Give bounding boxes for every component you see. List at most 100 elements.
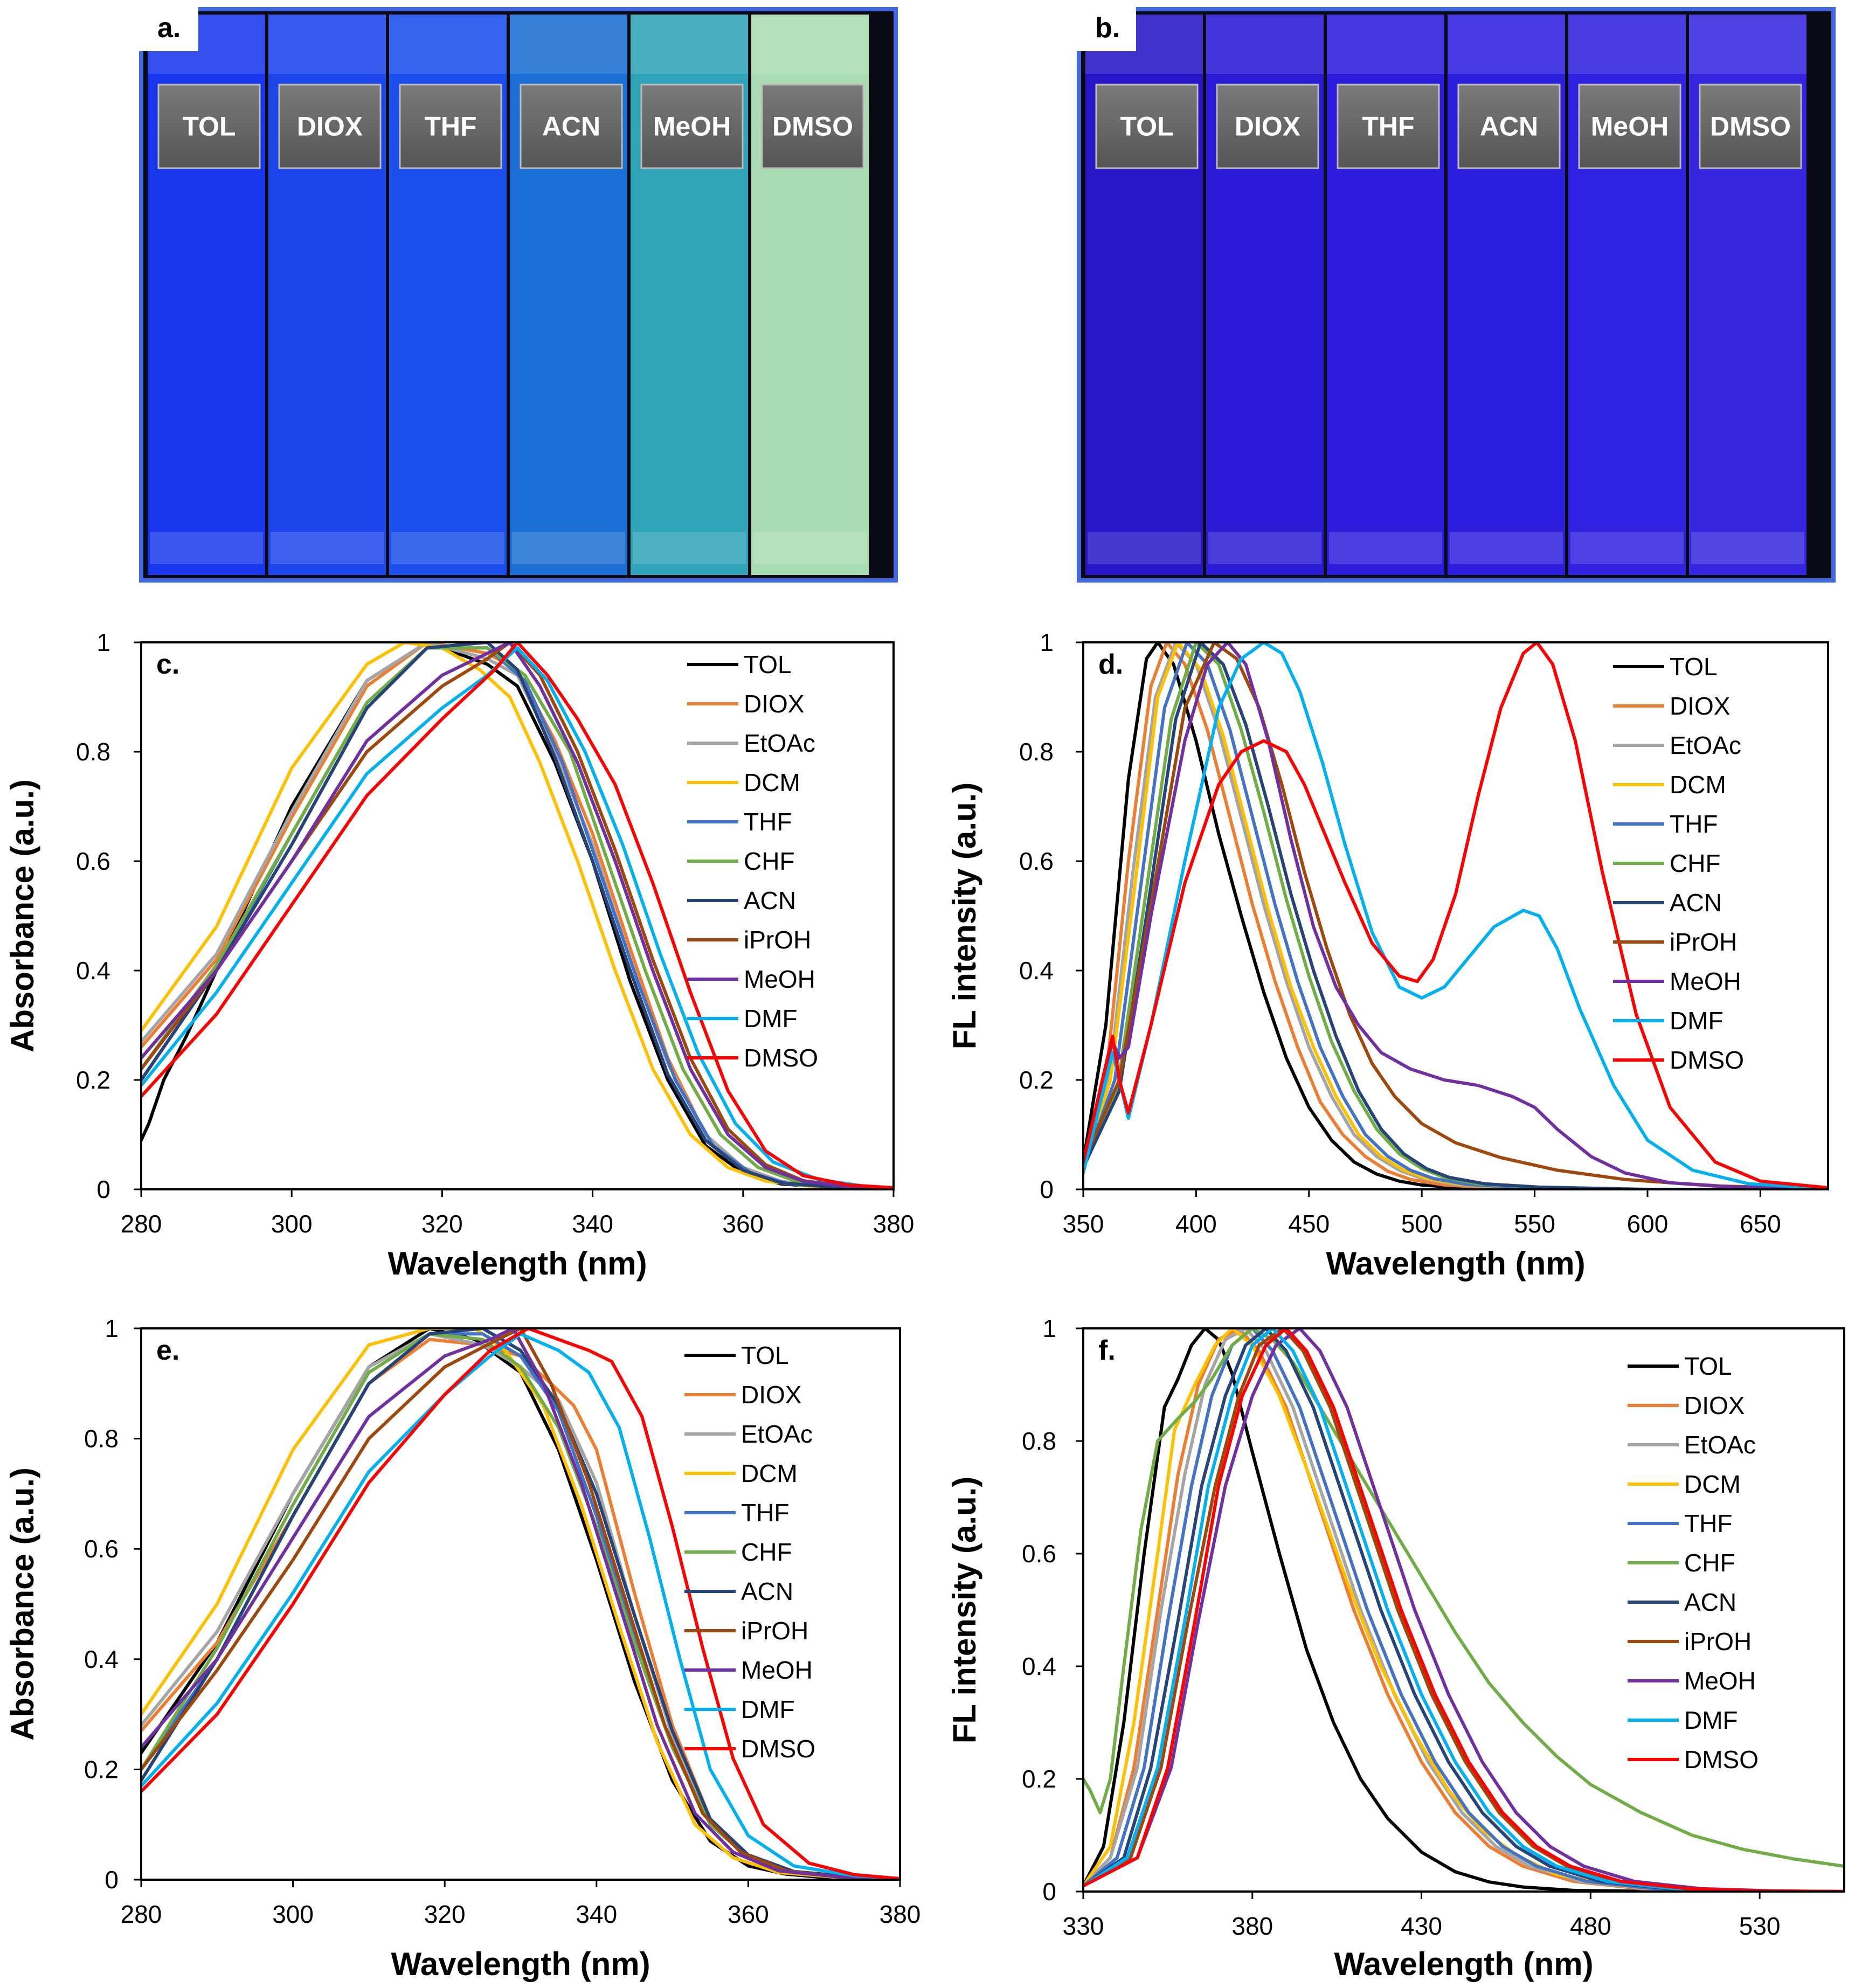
legend-label: DCM xyxy=(741,1459,798,1487)
legend-label: THF xyxy=(744,808,792,836)
series-line-thf xyxy=(1083,1328,1844,1892)
series-line-dcm xyxy=(141,1328,900,1880)
y-tick-label: 0.2 xyxy=(1019,1066,1054,1094)
y-tick-label: 0.4 xyxy=(76,957,110,985)
y-tick-label: 0 xyxy=(1040,1175,1054,1203)
legend-label: DIOX xyxy=(741,1381,801,1409)
series-line-dmso xyxy=(1083,642,1828,1189)
series-line-acn xyxy=(1083,1328,1844,1892)
y-tick-label: 0.4 xyxy=(84,1645,119,1673)
legend-label: DMF xyxy=(741,1695,795,1723)
series-line-iproh xyxy=(141,642,894,1189)
y-tick-label: 0.6 xyxy=(76,847,110,875)
y-tick-label: 0.8 xyxy=(1022,1427,1056,1455)
solvent-label-card xyxy=(640,84,744,169)
chart-panel-c: 280 300 320 340 360 380 0 0.2 0.4 0.6 0.8 1 Waveleng… xyxy=(4,628,914,1282)
legend-label: ACN xyxy=(1684,1588,1736,1616)
solvent-label: TOL xyxy=(1120,112,1173,142)
series-line-iproh xyxy=(141,1328,900,1880)
y-tick-label: 0 xyxy=(105,1866,119,1894)
legend-label: EtOAc xyxy=(741,1420,813,1448)
legend-label: DMSO xyxy=(741,1735,815,1763)
series-line-meoh xyxy=(1083,642,1828,1189)
legend: TOL DIOX EtOAc DCM THF CHF ACN iPrOH MeOH DMF DMSO xyxy=(1613,653,1744,1074)
x-tick-label: 350 xyxy=(1063,1210,1104,1238)
solvent-label: DIOX xyxy=(1235,112,1300,142)
vial-neck xyxy=(389,15,507,74)
legend-label: iPrOH xyxy=(741,1617,808,1645)
solvent-label: DIOX xyxy=(297,112,363,142)
legend-label: TOL xyxy=(1670,653,1718,681)
x-tick-label: 360 xyxy=(728,1900,769,1928)
vial-neck xyxy=(268,15,386,74)
solvent-label-card xyxy=(399,84,502,169)
y-tick-label: 0.2 xyxy=(76,1066,110,1094)
legend-label: iPrOH xyxy=(1684,1627,1752,1655)
y-tick-label: 0 xyxy=(1042,1878,1056,1906)
x-axis-label: Wavelength (nm) xyxy=(1334,1946,1593,1982)
solvent-label-card xyxy=(278,84,382,169)
legend-label: TOL xyxy=(1684,1352,1732,1380)
vial-base xyxy=(753,532,867,564)
panel-letter: c. xyxy=(156,649,179,680)
series-line-dmso xyxy=(141,1328,900,1880)
vial-neck xyxy=(1327,15,1444,74)
series-line-dmso xyxy=(1083,1328,1844,1892)
series-line-tol xyxy=(1083,1328,1844,1892)
vial-base xyxy=(1088,532,1201,564)
y-tick-label: 1 xyxy=(96,628,110,656)
legend-label: DCM xyxy=(1684,1470,1741,1498)
legend-label: TOL xyxy=(744,650,792,678)
series-line-chf xyxy=(141,1332,900,1880)
y-tick-label: 1 xyxy=(1040,628,1054,656)
vial-base xyxy=(391,532,504,564)
series-line-meoh xyxy=(141,642,894,1189)
x-tick-label: 400 xyxy=(1175,1210,1217,1238)
chart-panel-d: 350 400 450 500 550 600 650 0 0.2 0.4 0.6 0.8 1 Wavel… xyxy=(946,628,1829,1282)
solvent-label: MeOH xyxy=(653,112,731,142)
y-tick-label: 0 xyxy=(96,1175,110,1203)
x-tick-label: 500 xyxy=(1401,1210,1443,1238)
y-axis-label: Absorbance (a.u.) xyxy=(4,779,40,1052)
solvent-label: DMSO xyxy=(772,112,853,142)
x-tick-label: 300 xyxy=(271,1210,313,1238)
x-axis-label: Wavelength (nm) xyxy=(1326,1245,1585,1282)
vial-base xyxy=(1691,532,1804,564)
series-line-thf xyxy=(1083,642,1828,1189)
legend-label: MeOH xyxy=(1684,1667,1756,1695)
y-axis-label: FL intensity (a.u.) xyxy=(946,782,982,1050)
vial-neck xyxy=(1448,15,1565,74)
legend-label: iPrOH xyxy=(744,926,811,954)
legend-label: EtOAc xyxy=(744,729,815,757)
series-line-dmf xyxy=(1083,1328,1844,1892)
legend-label: CHF xyxy=(1670,849,1721,877)
solvent-label-card xyxy=(157,84,261,169)
x-tick-label: 430 xyxy=(1401,1912,1442,1940)
plot-area-frame xyxy=(140,1327,901,1881)
vial-neck xyxy=(510,15,627,74)
panel-letter: d. xyxy=(1098,649,1123,680)
x-tick-label: 450 xyxy=(1288,1210,1330,1238)
y-axis-label: Absorbance (a.u.) xyxy=(4,1467,40,1741)
photo-panel-b: TOL DIOX THF ACN MeOH DMSO b. xyxy=(1077,7,1836,583)
y-tick-label: 0.8 xyxy=(76,738,110,766)
solvent-label-card xyxy=(1337,84,1440,169)
vial-base xyxy=(512,532,625,564)
y-tick-label: 0.8 xyxy=(1019,738,1054,766)
series-line-chf xyxy=(141,646,894,1189)
vial-neck xyxy=(1689,15,1806,74)
legend-label: DMSO xyxy=(744,1044,818,1072)
photo-panel-a: TOL DIOX THF ACN MeOH DMSO a. xyxy=(139,7,898,583)
x-tick-label: 320 xyxy=(421,1210,463,1238)
x-tick-label: 280 xyxy=(121,1900,162,1928)
x-tick-label: 300 xyxy=(272,1900,314,1928)
x-tick-label: 280 xyxy=(121,1210,162,1238)
series-group xyxy=(141,1328,900,1880)
series-line-thf xyxy=(141,1332,900,1880)
series-line-etoac xyxy=(141,1332,900,1880)
legend-label: THF xyxy=(1684,1509,1732,1537)
series-group xyxy=(1083,642,1828,1189)
y-tick-label: 0.2 xyxy=(1022,1765,1056,1793)
panel-letter-bg xyxy=(1077,7,1136,51)
x-tick-label: 380 xyxy=(873,1210,915,1238)
